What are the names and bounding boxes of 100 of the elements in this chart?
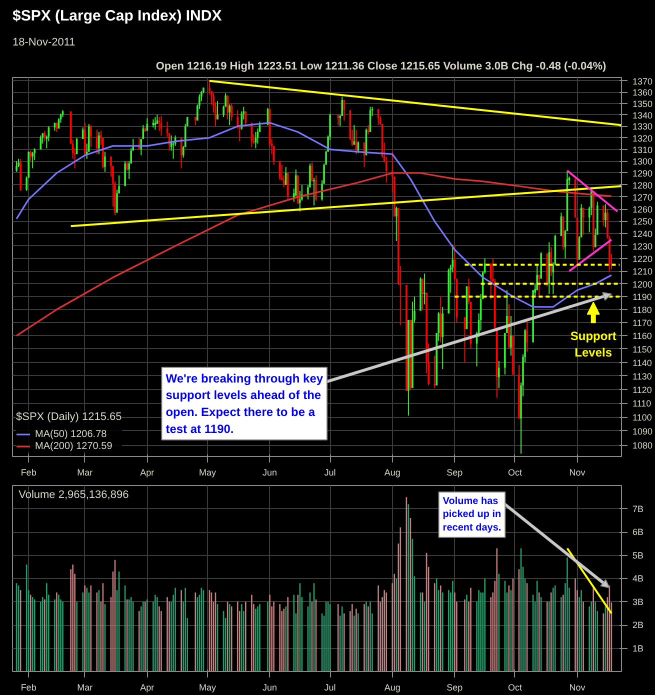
candlestick [126, 160, 128, 172]
x-tick-label: Aug [384, 682, 400, 692]
candlestick [124, 160, 126, 187]
candlestick [315, 174, 317, 202]
y-tick-label: 1180 [632, 304, 652, 315]
y-tick-label: 1360 [632, 88, 653, 98]
y-tick-label: 1320 [632, 133, 653, 144]
candlestick [90, 124, 92, 148]
candlestick [40, 134, 42, 150]
y-tick-label: 1280 [632, 180, 653, 190]
candlestick [230, 102, 232, 121]
y-tick-label: 1240 [632, 229, 653, 240]
y-tick-label: 1150 [632, 344, 652, 354]
x-tick-label: Apr [140, 468, 154, 478]
y-tick-label: 5B [632, 550, 644, 560]
candlestick [434, 355, 436, 389]
annotation: Support Levels [570, 328, 616, 360]
x-tick-label: Oct [508, 682, 522, 692]
x-tick-label: May [198, 468, 216, 478]
x-tick-label: Feb [20, 682, 36, 692]
candlestick [311, 162, 313, 182]
candlestick [538, 274, 540, 298]
candlestick [216, 100, 218, 120]
y-tick-label: 1290 [632, 168, 653, 178]
x-tick-label: Jun [262, 682, 278, 692]
y-tick-label: 1260 [632, 204, 653, 215]
candlestick [286, 172, 289, 200]
y-tick-label: 1100 [632, 412, 652, 423]
candlestick [96, 129, 98, 155]
candlestick [440, 296, 442, 343]
x-tick-label: Apr [140, 682, 154, 692]
candlestick [284, 166, 287, 186]
y-tick-label: 1130 [632, 371, 652, 382]
candlestick [506, 290, 508, 334]
candlestick [498, 360, 500, 389]
text: Open 1216.19 High 1223.51 Low 1211.36 Close 1215.65 Volume 3.0B Chg -0.48 (-0.04%) [156, 60, 607, 72]
y-tick-label: 1190 [632, 292, 652, 302]
y-tick-label: 1330 [632, 122, 653, 132]
candlestick [118, 174, 120, 194]
candlestick [422, 278, 424, 310]
chart-title: $SPX (Large Cap Index) INDX [12, 8, 222, 24]
y-tick-label: 1160 [632, 331, 652, 342]
y-tick-label: 1090 [632, 426, 653, 436]
x-tick-label: Sep [446, 468, 463, 478]
x-tick-label: Jun [262, 468, 278, 478]
chart-subtitle: 18-Nov-2011 [12, 36, 76, 48]
y-tick-label: 3B [632, 596, 644, 607]
candlestick [490, 262, 492, 300]
candlestick [424, 273, 426, 305]
legend-label: MA(50) 1206.78 [35, 428, 107, 440]
candlestick [526, 319, 528, 352]
y-tick-label: 1340 [632, 110, 653, 120]
y-tick-label: 1080 [632, 440, 653, 451]
x-tick-label: Jul [324, 682, 336, 692]
candlestick [186, 116, 188, 127]
candlestick [602, 204, 604, 227]
x-tick-label: May [198, 682, 216, 692]
candlestick [395, 206, 398, 242]
legend-title: $SPX (Daily) 1215.65 [16, 411, 122, 423]
candlestick [240, 110, 243, 130]
y-tick-label: 1370 [632, 76, 653, 86]
y-tick-label: 1250 [632, 216, 653, 227]
candlestick [98, 132, 100, 155]
candlestick [313, 177, 315, 206]
candlestick [228, 104, 230, 126]
candlestick [442, 306, 444, 370]
x-tick-label: Nov [569, 468, 586, 478]
candlestick [604, 204, 606, 228]
y-tick-label: 1310 [632, 144, 653, 155]
chart-title: Volume 2,965,136,896 [18, 489, 129, 502]
y-tick-label: 7B [632, 504, 644, 514]
x-tick-label: Nov [569, 682, 586, 692]
y-tick-label: 1230 [632, 241, 653, 252]
x-tick-label: Mar [77, 682, 93, 692]
y-tick-label: 4B [632, 574, 644, 584]
candlestick [32, 151, 34, 169]
candlestick [138, 137, 140, 150]
candlestick [550, 246, 552, 277]
annotation: We're breaking through key support levels ahead of the open. Expect there to be a test at 1190. [166, 371, 324, 436]
x-tick-label: Mar [77, 468, 93, 478]
x-tick-label: Feb [20, 468, 36, 478]
candlestick [343, 99, 346, 121]
y-tick-label: 1120 [632, 384, 652, 395]
y-tick-label: 1210 [632, 266, 653, 277]
y-tick-label: 1170 [632, 318, 652, 328]
legend-label: MA(200) 1270.59 [35, 440, 112, 452]
y-tick-label: 1350 [632, 98, 653, 109]
x-tick-label: Jul [324, 468, 336, 478]
candlestick [82, 126, 84, 140]
candlestick [16, 160, 18, 172]
y-tick-label: 1B [632, 643, 644, 654]
candlestick [142, 124, 144, 140]
candlestick [208, 80, 210, 95]
y-tick-label: 6B [632, 527, 644, 537]
y-tick-label: 1300 [632, 156, 653, 167]
y-tick-label: 1270 [632, 192, 653, 202]
x-tick-label: Aug [384, 468, 400, 478]
y-tick-label: 1200 [632, 279, 653, 290]
candlestick [226, 94, 228, 120]
y-tick-label: 1140 [632, 358, 652, 368]
